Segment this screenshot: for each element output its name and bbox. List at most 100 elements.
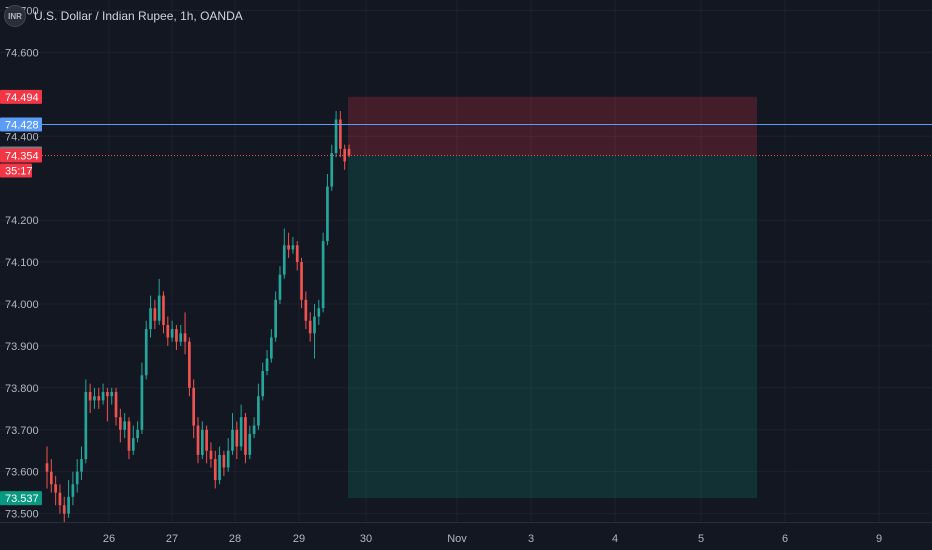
candle — [136, 421, 139, 443]
time-axis-bg — [0, 522, 932, 550]
candle-body — [62, 505, 66, 514]
candle-body — [257, 396, 260, 426]
candle-body — [106, 392, 109, 397]
candle — [300, 257, 303, 309]
candle — [183, 312, 187, 355]
price-label-badge: 74.494 — [0, 89, 42, 104]
candle-body — [54, 484, 57, 493]
candle-body — [157, 295, 161, 321]
candle — [88, 383, 92, 413]
candle — [58, 484, 62, 514]
candle-body — [101, 392, 105, 401]
candle-body — [270, 337, 273, 359]
candle — [304, 291, 308, 330]
candle — [80, 446, 83, 481]
y-tick-label: 73.600 — [5, 467, 39, 479]
candle — [209, 442, 213, 468]
candle — [196, 417, 200, 464]
candle-body — [209, 450, 213, 460]
candle — [153, 299, 157, 330]
candle-body — [235, 429, 239, 447]
candle — [231, 412, 234, 455]
candle-body — [265, 358, 269, 372]
candle — [131, 425, 135, 455]
price-label-text: 74.428 — [5, 120, 39, 132]
candle — [93, 387, 96, 409]
candle-body — [58, 492, 62, 506]
candle-body — [261, 371, 265, 397]
candle — [157, 278, 161, 325]
y-tick-label: 73.700 — [5, 425, 39, 437]
candle — [119, 408, 122, 443]
price-label-badge: 74.354 — [0, 148, 42, 163]
candle-body — [278, 274, 282, 300]
candle — [67, 480, 70, 518]
candle-body — [71, 484, 75, 497]
take-profit-zone[interactable] — [348, 155, 757, 499]
candle — [45, 446, 49, 489]
price-label-bg — [0, 117, 42, 132]
candle — [166, 316, 170, 346]
candle — [127, 417, 131, 460]
candle-body — [291, 245, 295, 250]
candle-body — [347, 148, 351, 156]
candle — [149, 295, 152, 338]
candle-body — [330, 153, 334, 187]
candle — [287, 232, 290, 258]
time-axis[interactable]: 26 27 28 29 30 Nov 3 4 5 6 9 — [0, 522, 932, 550]
candle-body — [239, 417, 243, 447]
candle — [326, 174, 329, 246]
candle — [62, 496, 66, 522]
candle — [101, 383, 105, 405]
x-tick-label: 4 — [612, 533, 618, 545]
stop-loss-zone[interactable] — [348, 96, 757, 156]
candle — [235, 421, 239, 460]
candle — [188, 337, 191, 397]
candle — [123, 412, 126, 439]
x-tick-label: 3 — [528, 533, 534, 545]
x-tick-label: 5 — [698, 533, 704, 545]
x-tick-label: 9 — [876, 533, 882, 545]
countdown-badge: 35:17 — [0, 163, 33, 178]
candle-body — [200, 429, 204, 455]
candle-body — [287, 245, 290, 250]
candle-body — [226, 450, 230, 468]
candle — [239, 404, 243, 451]
candle — [110, 387, 114, 405]
candle — [261, 362, 265, 401]
candle-body — [334, 119, 338, 154]
candle — [218, 446, 221, 485]
candle — [200, 421, 204, 460]
candle-body — [295, 245, 299, 263]
price-label-bg — [0, 148, 42, 163]
candle-body — [140, 375, 144, 430]
candle — [308, 312, 312, 342]
candle-body — [97, 396, 101, 401]
candle — [343, 144, 347, 170]
candle — [278, 266, 282, 304]
candle — [265, 350, 269, 376]
candle — [97, 387, 101, 409]
y-tick-label: 73.500 — [5, 509, 39, 521]
candle — [175, 324, 178, 351]
candle-body — [119, 417, 122, 430]
candle — [71, 471, 75, 506]
symbol-badge-icon[interactable]: INR — [4, 5, 26, 27]
x-tick-label: 27 — [166, 533, 178, 545]
candle-body — [67, 496, 70, 514]
price-axis[interactable]: 74.70074.60074.40074.20074.10074.00073.9… — [0, 5, 42, 521]
candle — [248, 425, 252, 460]
candle — [295, 241, 299, 271]
x-tick-label: 29 — [293, 533, 305, 545]
candle-body — [127, 421, 131, 451]
candle — [162, 291, 165, 334]
candle-body — [162, 295, 165, 325]
candle — [274, 291, 277, 342]
candle — [144, 320, 148, 380]
position-tool[interactable] — [348, 96, 757, 499]
candle-body — [75, 471, 79, 485]
candle — [330, 144, 334, 191]
